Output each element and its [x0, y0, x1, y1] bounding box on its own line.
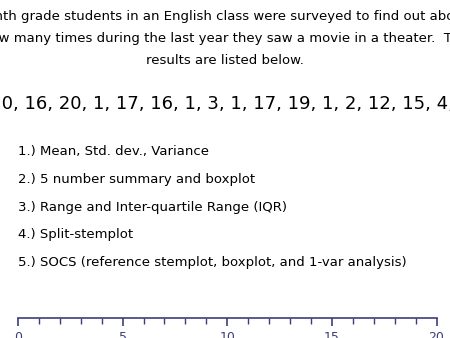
Text: 5.) SOCS (reference stemplot, boxplot, and 1-var analysis): 5.) SOCS (reference stemplot, boxplot, a…: [18, 256, 407, 269]
Text: 4.) Split-stemplot: 4.) Split-stemplot: [18, 228, 133, 241]
Text: 3.) Range and Inter-quartile Range (IQR): 3.) Range and Inter-quartile Range (IQR): [18, 201, 287, 214]
Text: results are listed below.: results are listed below.: [146, 54, 304, 67]
Text: how many times during the last year they saw a movie in a theater.  The: how many times during the last year they…: [0, 32, 450, 45]
Text: 2.) 5 number summary and boxplot: 2.) 5 number summary and boxplot: [18, 173, 255, 186]
Text: 1.) Mean, Std. dev., Variance: 1.) Mean, Std. dev., Variance: [18, 145, 209, 158]
Text: 0, 0, 16, 20, 1, 17, 16, 1, 3, 1, 17, 19, 1, 2, 12, 15, 4, 1: 0, 0, 16, 20, 1, 17, 16, 1, 3, 1, 17, 19…: [0, 95, 450, 113]
Text: Ninth grade students in an English class were surveyed to find out about: Ninth grade students in an English class…: [0, 10, 450, 23]
